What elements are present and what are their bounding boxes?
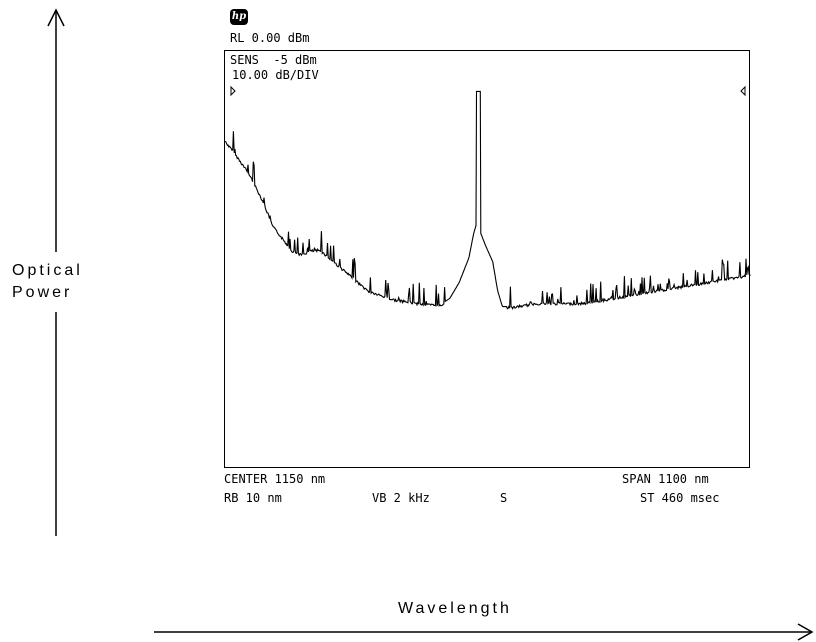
span-readout: SPAN 1100 nm [622,472,709,486]
spectrum-trace [225,90,751,310]
mode-readout: S [500,491,508,505]
sweep-time-readout: ST 460 msec [640,491,720,505]
res-bw-readout: RB 10 nm [224,491,282,505]
x-axis-arrow [154,623,814,641]
y-axis-arrow [47,8,65,536]
hp-logo: hp [230,9,248,25]
y-axis-label-line2: Power [12,284,73,301]
right-ref-marker [740,85,746,97]
x-axis-label: Wavelength [398,600,512,617]
y-axis-label-line1: Optical [12,262,83,279]
spectrum-plot [225,85,751,310]
center-readout: CENTER 1150 nm [224,472,326,486]
ref-level-readout: RL 0.00 dBm [230,31,310,45]
instrument-screen: SENS -5 dBm 10.00 dB/DIV [224,50,751,468]
video-bw-readout: VB 2 kHz [372,491,430,505]
sensitivity-readout: SENS -5 dBm [230,53,317,67]
scale-readout: 10.00 dB/DIV [232,68,319,82]
left-ref-marker [230,85,236,97]
